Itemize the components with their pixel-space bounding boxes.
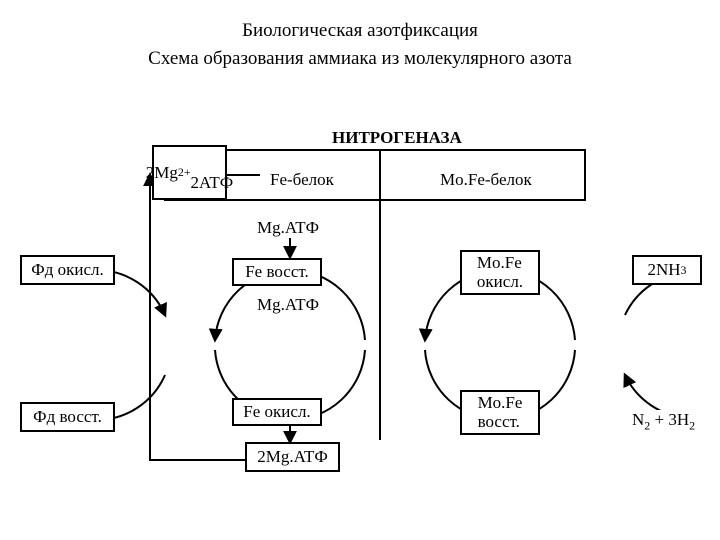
mofe-red-box: Mo.Feвосст. bbox=[460, 390, 540, 435]
title-line-2: Схема образования аммиака из молекулярно… bbox=[0, 48, 720, 70]
mofe-ox-box: Mo.Feокисл. bbox=[460, 250, 540, 295]
title-line-1: Биологическая азотфиксация bbox=[0, 20, 720, 42]
n2h2-label: N2 + 3H2 bbox=[630, 410, 697, 433]
fe-red-box: Fe восст. bbox=[232, 258, 322, 286]
nitrogenase-label: НИТРОГЕНАЗА bbox=[330, 128, 464, 148]
mgatf-mid-label: Mg.ATФ bbox=[255, 295, 321, 315]
two-mgatf-box: 2Mg.ATФ bbox=[245, 442, 340, 472]
fe-ox-box: Fe окисл. bbox=[232, 398, 322, 426]
fd-ox-box: Фд окисл. bbox=[20, 255, 115, 285]
mgatf-top-label: Mg.ATФ bbox=[255, 218, 321, 238]
nh3-box: 2NH3 bbox=[632, 255, 702, 285]
mofe-protein-label: Mo.Fe-белок bbox=[438, 170, 534, 190]
fe-protein-label: Fe-белок bbox=[268, 170, 336, 190]
fd-red-box: Фд восст. bbox=[20, 402, 115, 432]
mg-atp-input-box: 2Mg2+2ATФ bbox=[152, 145, 227, 200]
